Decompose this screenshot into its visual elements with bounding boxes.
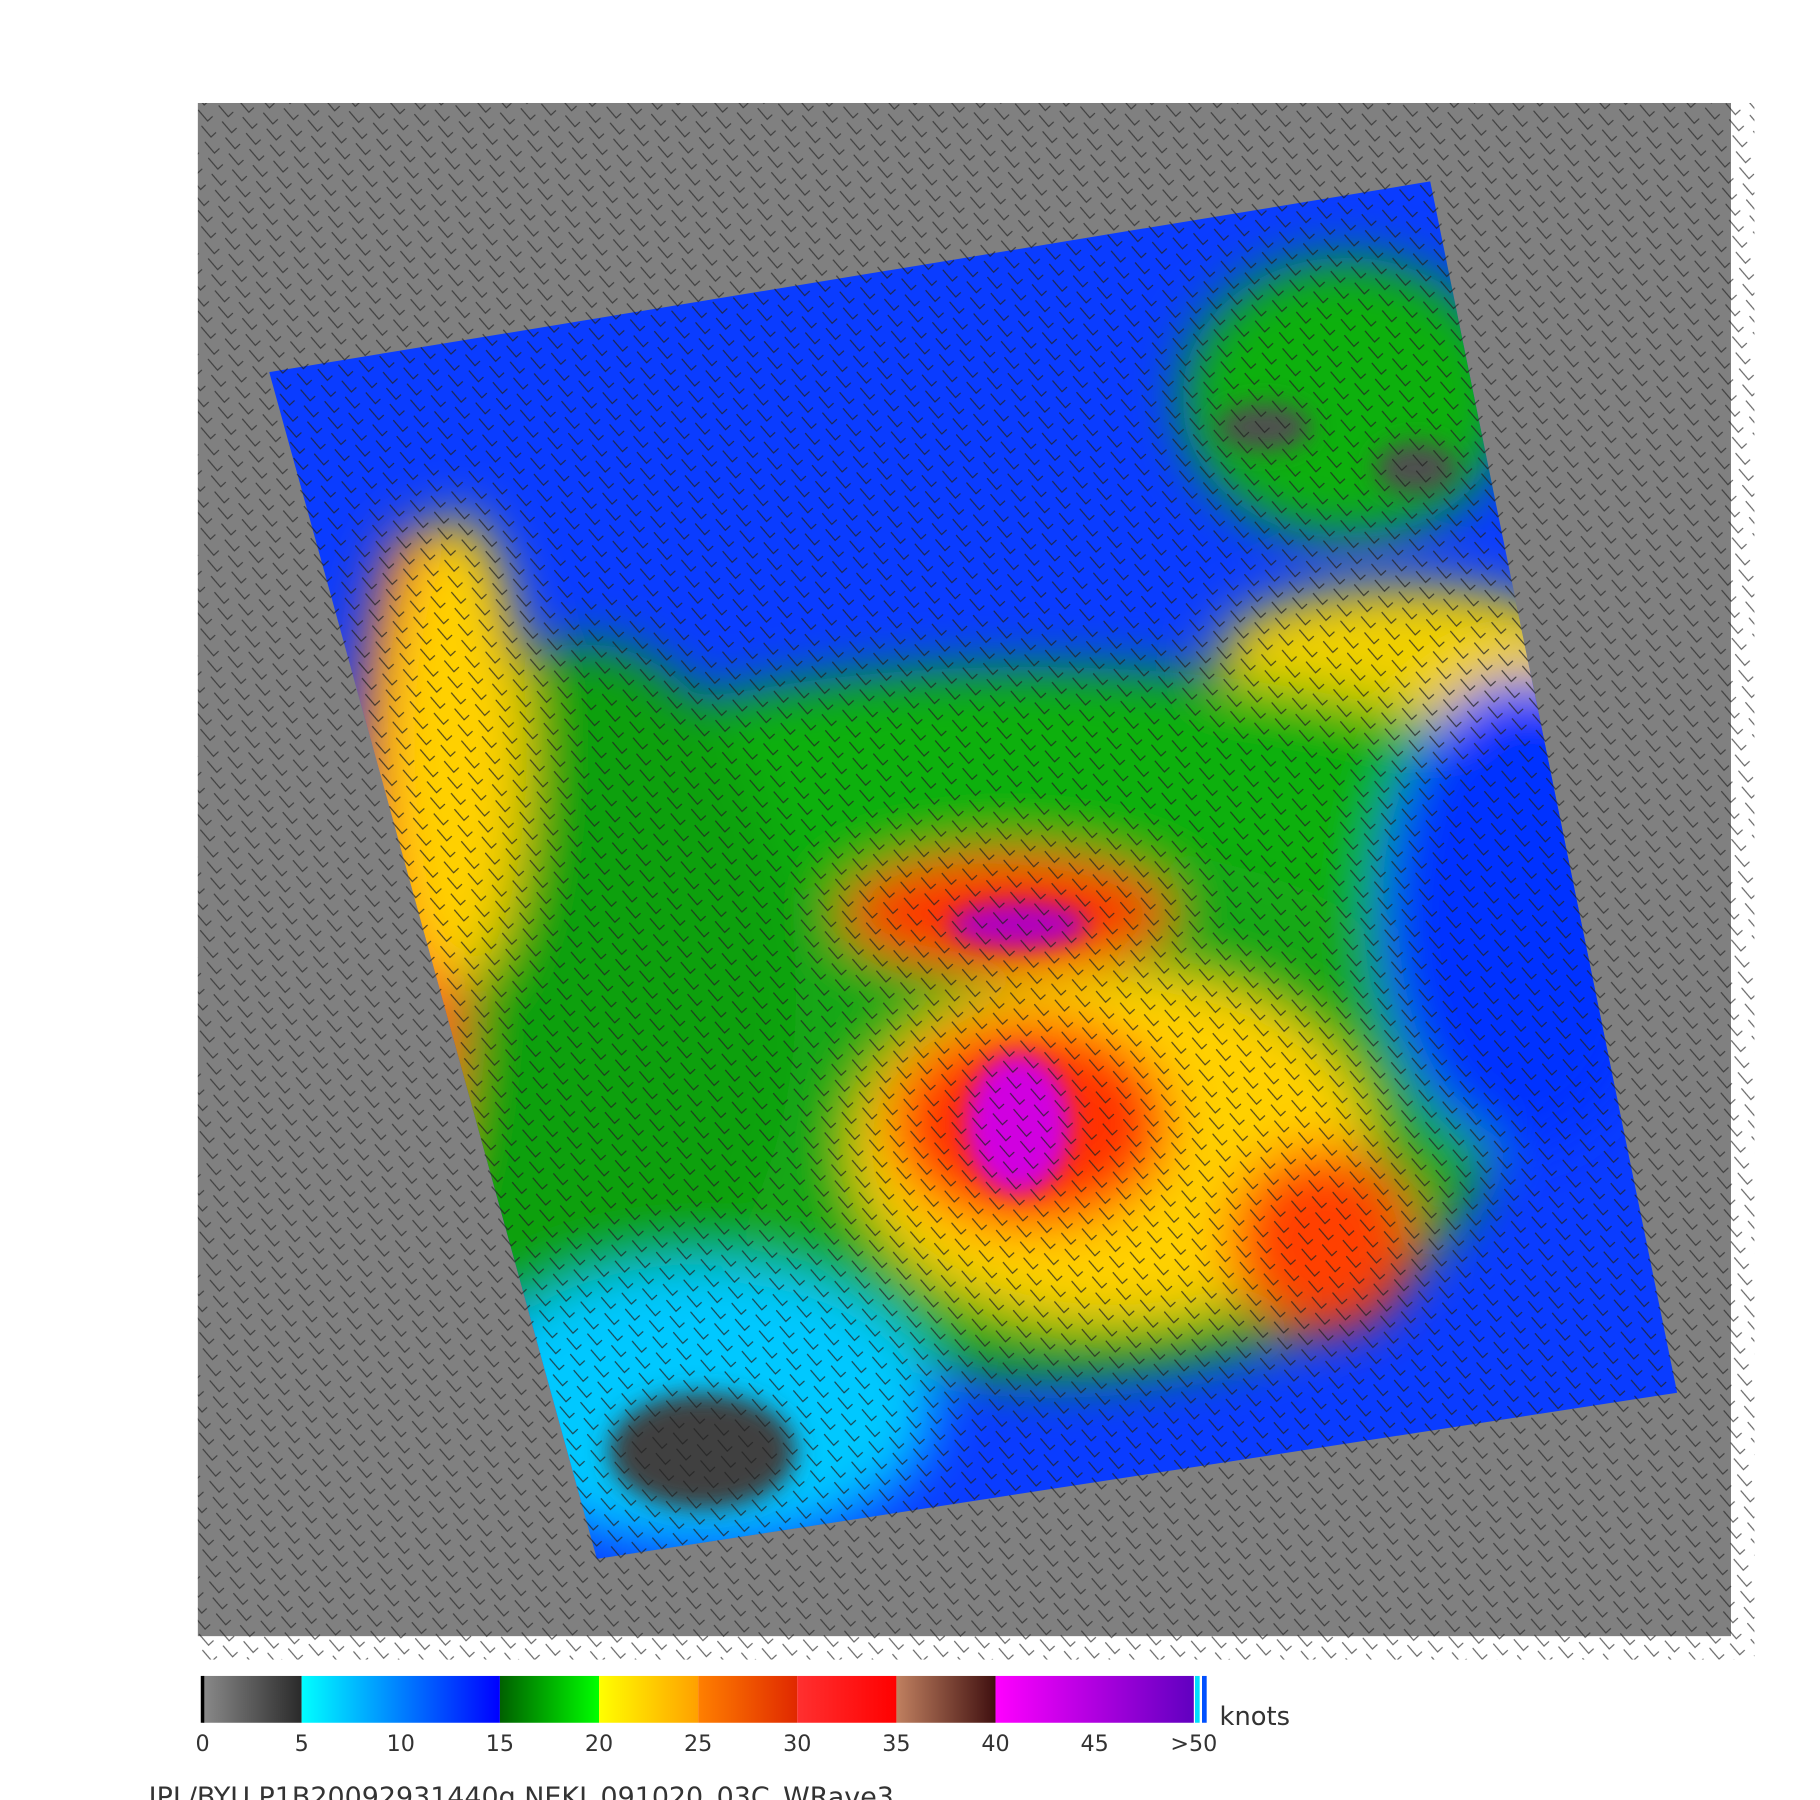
colorbar-tail [1202,1675,1207,1723]
colorbar-tick-label: 10 [387,1731,415,1757]
colorbar-tick-label: 35 [882,1731,910,1757]
colorbar-segment [499,1675,600,1723]
colorbar-segment [698,1675,798,1723]
colorbar-tick-label: 0 [195,1731,209,1757]
map [197,102,1755,1660]
colorbar-segment [995,1675,1194,1723]
colorbar-tick-label: 20 [585,1731,613,1757]
colorbar-tick-label: 30 [783,1731,811,1757]
swath [269,181,1678,1559]
colorbar-segment [599,1675,699,1723]
colorbar-tail [1194,1675,1200,1723]
colorbar-tick-label: 45 [1081,1731,1109,1757]
colorbar-segment [896,1675,996,1723]
footer: JPL/BYU P1B20092931440q.NEKI_091020_03C_… [147,1782,894,1800]
colorbar: knots 0 5 10 15 20 25 30 35 40 45 >50 [195,1675,1290,1757]
colorbar-segment [202,1675,302,1723]
colorbar-tick-label: 15 [486,1731,514,1757]
colorbar-segment [797,1675,897,1723]
colorbar-tick-label: 5 [295,1731,309,1757]
colorbar-tick-label: >50 [1170,1731,1217,1757]
colorbar-segment [301,1675,500,1723]
colorbar-tick-label: 40 [981,1731,1009,1757]
colorbar-tick-label: 25 [684,1731,712,1757]
colorbar-unit: knots [1220,1702,1290,1732]
